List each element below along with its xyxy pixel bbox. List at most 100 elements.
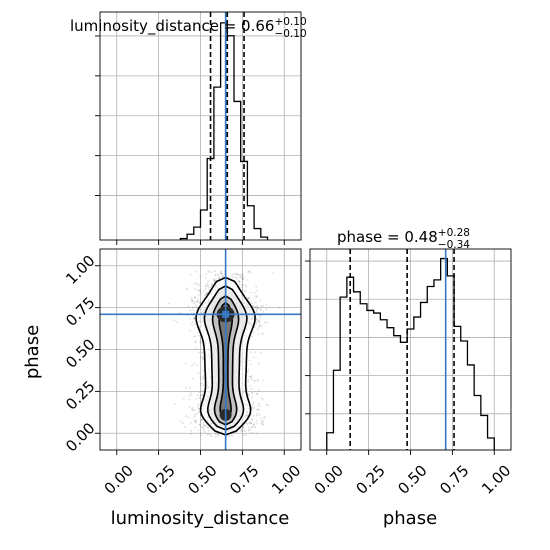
scatter-point <box>202 358 204 361</box>
scatter-point <box>191 306 194 309</box>
truth-marker <box>222 310 230 318</box>
scatter-point <box>249 421 252 424</box>
scatter-point <box>205 292 208 295</box>
x-tick-label: 0.25 <box>143 462 179 498</box>
scatter-point <box>238 281 241 284</box>
scatter-point <box>222 275 225 278</box>
scatter-point <box>210 284 213 287</box>
scatter-point <box>195 413 198 415</box>
y-axis-label-phase: phase <box>22 325 43 379</box>
scatter-point <box>244 290 247 293</box>
scatter-point <box>256 414 258 417</box>
scatter-point <box>256 408 259 411</box>
scatter-point <box>238 283 241 286</box>
scatter-point <box>182 422 184 424</box>
scatter-point <box>206 292 208 295</box>
scatter-point <box>278 306 281 309</box>
scatter-point <box>258 402 260 405</box>
joint-density-panel: 0.00 0.25 0.50 0.75 1.000.000.250.500.751.00 <box>62 248 305 498</box>
scatter-point <box>243 277 245 280</box>
scatter-point <box>243 289 246 292</box>
scatter-point <box>258 299 261 302</box>
scatter-point <box>256 378 259 381</box>
scatter-point <box>216 433 219 436</box>
scatter-point <box>197 351 200 354</box>
scatter-point <box>259 317 262 320</box>
scatter-point <box>255 306 258 309</box>
scatter-point <box>203 424 206 426</box>
scatter-point <box>200 418 203 421</box>
scatter-point <box>204 285 207 288</box>
scatter-point <box>248 426 250 429</box>
scatter-point <box>206 425 209 428</box>
scatter-point <box>251 408 254 410</box>
scatter-point <box>193 409 196 412</box>
scatter-point <box>197 405 200 408</box>
scatter-point <box>238 280 241 283</box>
scatter-point <box>202 296 204 299</box>
scatter-point <box>221 275 224 278</box>
scatter-point <box>212 278 215 281</box>
scatter-point <box>200 384 202 387</box>
scatter-point <box>253 426 256 429</box>
scatter-point <box>217 434 220 437</box>
scatter-point <box>186 288 188 291</box>
scatter-point <box>198 284 201 287</box>
scatter-point <box>255 310 258 312</box>
scatter-point <box>208 288 211 291</box>
scatter-point <box>238 280 240 283</box>
scatter-point <box>262 398 265 401</box>
scatter-point <box>245 286 248 288</box>
scatter-point <box>176 321 178 324</box>
scatter-point <box>194 304 197 307</box>
scatter-point <box>256 404 259 407</box>
scatter-point <box>184 362 187 365</box>
scatter-point <box>193 335 195 338</box>
scatter-point <box>251 432 254 434</box>
scatter-point <box>254 351 257 354</box>
scatter-point <box>187 305 190 308</box>
scatter-point <box>243 430 246 433</box>
scatter-point <box>194 419 197 422</box>
scatter-point <box>191 407 194 409</box>
scatter-point <box>235 276 238 279</box>
scatter-point <box>190 297 193 299</box>
scatter-point <box>259 309 262 311</box>
scatter-point <box>205 285 208 287</box>
scatter-point <box>251 403 254 406</box>
scatter-point <box>189 421 192 424</box>
scatter-point <box>254 426 256 428</box>
scatter-point <box>213 279 216 282</box>
scatter-point <box>194 335 197 338</box>
scatter-point <box>198 407 200 410</box>
scatter-point <box>258 324 261 327</box>
scatter-point <box>194 341 197 344</box>
scatter-point <box>252 401 254 404</box>
scatter-point <box>202 390 205 393</box>
scatter-point <box>241 276 243 279</box>
scatter-point <box>252 423 255 426</box>
scatter-point <box>242 425 245 428</box>
scatter-point <box>195 282 198 285</box>
scatter-point <box>251 304 254 307</box>
scatter-point <box>246 370 249 373</box>
grid-lines <box>310 249 511 450</box>
scatter-point <box>190 429 193 432</box>
scatter-point <box>256 393 258 395</box>
scatter-point <box>201 356 204 359</box>
scatter-point <box>248 375 251 378</box>
scatter-point <box>240 429 243 432</box>
scatter-point <box>173 319 176 322</box>
scatter-point <box>204 425 206 428</box>
scatter-point <box>241 278 244 281</box>
scatter-point <box>257 326 260 328</box>
scatter-point <box>262 420 265 423</box>
scatter-point <box>193 316 196 319</box>
scatter-point <box>195 398 198 400</box>
scatter-point <box>199 341 202 344</box>
scatter-point <box>201 351 204 354</box>
y-tick-label: 1.00 <box>62 252 98 288</box>
scatter-point <box>250 425 253 428</box>
x-tick-label: 0.75 <box>226 462 262 498</box>
scatter-point <box>194 296 196 299</box>
